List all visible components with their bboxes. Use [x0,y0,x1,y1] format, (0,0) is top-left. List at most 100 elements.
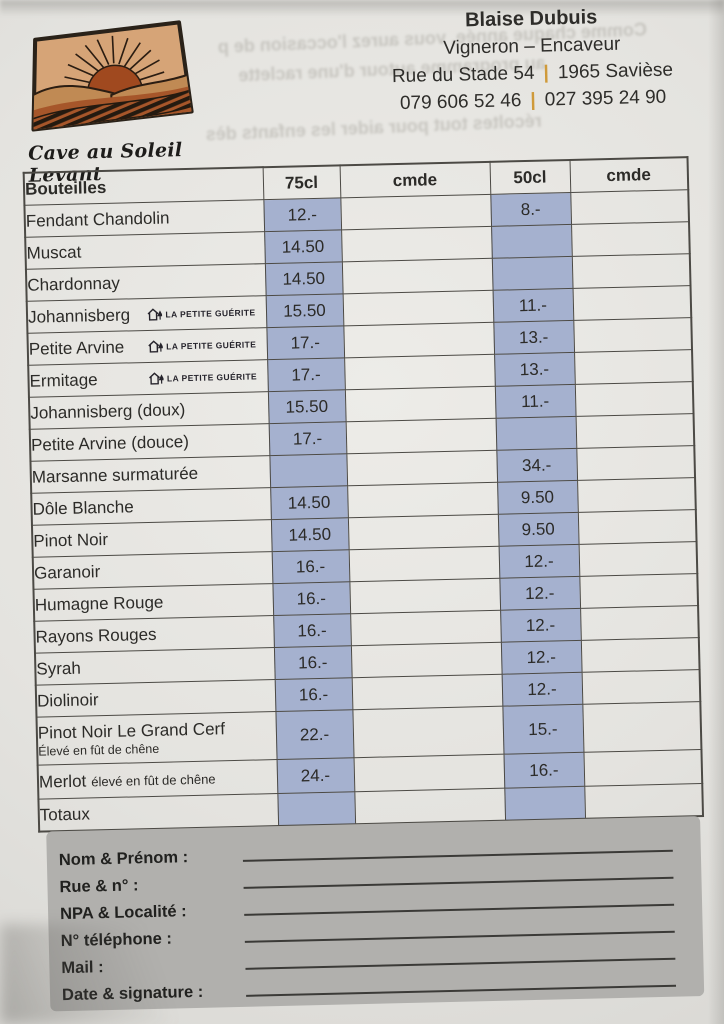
cmde-50cl-cell[interactable] [571,221,690,257]
row-johannisberg: Johannisberg LA PETITE GUÉRITE 15.50 11.… [26,285,692,334]
price-50cl-cell: 13.- [493,320,575,355]
price-50cl-cell: 11.- [492,288,574,323]
badge-label: LA PETITE GUÉRITE [166,338,257,352]
wine-name: Pinot Noir [33,529,109,551]
wine-name-cell: Merlot élevé en fût de chêne [37,759,278,800]
price-50cl-cell: 12.- [500,640,582,675]
wine-name-cell: Petite Arvine LA PETITE GUÉRITE [27,327,268,366]
cmde-75cl-cell[interactable] [351,674,503,710]
cmde-75cl-cell[interactable] [349,578,501,614]
price-75cl-cell: 17.- [268,421,347,456]
cmde-75cl-cell[interactable] [352,706,504,758]
badge-label: LA PETITE GUÉRITE [165,306,256,320]
separator: | [543,62,550,84]
cmde-50cl-cell[interactable] [573,317,693,353]
cmde-50cl-cell[interactable] [580,605,699,641]
cmde-75cl-cell[interactable] [341,258,493,294]
price-75cl-cell: 16.- [273,613,351,648]
cmde-75cl-cell[interactable] [347,514,499,550]
cmde-75cl-cell[interactable] [342,290,494,326]
col-header-50cl: 50cl [489,159,571,195]
contact-block: Blaise Dubuis Vigneron – Encaveur Rue du… [361,2,703,118]
house-icon [148,340,164,353]
cmde-50cl-cell[interactable] [580,637,700,673]
cmde-75cl-cell[interactable] [353,754,505,792]
cmde-75cl-cell[interactable] [350,610,501,646]
cmde-75cl-cell[interactable] [346,450,498,486]
photo-shadow-top [0,0,724,16]
cmde-50cl-cell[interactable] [577,509,697,545]
price-50cl-cell [491,224,572,259]
cmde-50cl-cell[interactable] [582,701,702,753]
col-header-cmde-50: cmde [569,157,689,193]
cmde-50cl-cell[interactable] [574,381,694,417]
wine-name: Chardonnay [27,273,121,295]
cmde-75cl-cell[interactable] [350,642,502,678]
wine-name: Petite Arvine (douce) [30,431,190,455]
wine-name-cell: Johannisberg LA PETITE GUÉRITE [26,295,267,334]
phone-fixed: 027 395 24 90 [544,86,667,111]
price-50cl-cell: 12.- [501,672,583,707]
page-curl-shadow [0,924,260,1024]
wine-name: Syrah [36,658,81,679]
cmde-75cl-cell[interactable] [344,354,495,390]
row-petite-arvine: Petite Arvine LA PETITE GUÉRITE 17.- 13.… [27,317,693,366]
house-icon [147,308,163,321]
cmde-50cl-cell[interactable] [574,349,693,385]
price-50cl-cell: 34.- [496,448,578,483]
cmde-75cl-cell[interactable] [344,386,496,422]
cmde-75cl-cell[interactable] [347,482,498,518]
sunrise-vineyard-logo-icon [28,20,194,132]
wine-name: Petite Arvine [28,337,125,359]
cmde-50cl-cell[interactable] [577,477,696,513]
cmde-75cl-cell[interactable] [340,194,492,230]
price-50cl-cell: 11.- [494,384,576,419]
cmde-50cl-cell[interactable] [575,413,695,449]
price-50cl-cell: 8.- [490,192,572,227]
price-75cl-cell: 14.50 [270,517,349,552]
wine-name: Merlot [38,771,87,792]
house-icon [149,372,165,385]
cmde-75cl-cell[interactable] [343,322,495,358]
wine-subtitle: élevé en fût de chêne [91,770,216,789]
separator: | [530,89,537,111]
cmde-75cl-cell[interactable] [341,226,492,262]
price-75cl-cell: 14.50 [270,485,348,520]
col-header-75cl: 75cl [262,165,341,200]
la-petite-guerite-badge: LA PETITE GUÉRITE [148,337,256,353]
wine-name: Marsanne surmaturée [31,463,199,487]
cmde-50cl-cell[interactable] [579,573,699,609]
cmde-50cl-cell[interactable] [583,749,703,787]
wine-name: Diolinoir [36,689,99,711]
col-header-cmde-75: cmde [339,161,491,198]
price-50cl-cell: 9.50 [497,480,578,515]
cmde-75cl-cell[interactable] [345,418,497,454]
la-petite-guerite-badge: LA PETITE GUÉRITE [147,305,256,321]
price-75cl-cell: 17.- [267,357,345,392]
price-75cl-cell: 17.- [266,325,345,360]
row-ermitage: Ermitage LA PETITE GUÉRITE 17.- 13.- [28,349,693,398]
cmde-50cl-cell[interactable] [572,285,692,321]
cmde-50cl-cell[interactable] [581,669,701,705]
cmde-50cl-cell[interactable] [576,445,696,481]
cmde-50cl-cell[interactable] [571,253,691,289]
wine-name: Dôle Blanche [32,496,134,519]
price-table: Bouteilles 75cl cmde 50cl cmde Fendant C… [22,156,705,833]
cmde-50cl-cell[interactable] [578,541,698,577]
cmde-75cl-cell[interactable] [348,546,500,582]
wine-name: Humagne Rouge [34,592,164,615]
price-50cl-cell: 16.- [503,752,585,789]
wine-name: Muscat [26,242,82,263]
price-50cl-cell [491,256,573,291]
wine-name: Garanoir [33,561,101,583]
price-75cl-cell: 15.50 [265,293,344,328]
phone-mobile: 079 606 52 46 [399,90,522,114]
price-75cl-cell: 16.- [271,549,350,584]
total-cmde-75cl-cell[interactable] [354,788,506,825]
total-cmde-50cl-cell[interactable] [584,783,704,819]
price-75cl-cell: 16.- [273,645,352,680]
cmde-50cl-cell[interactable] [570,189,690,225]
price-75cl-cell: 24.- [276,757,355,794]
price-75cl-cell: 16.- [274,677,353,712]
